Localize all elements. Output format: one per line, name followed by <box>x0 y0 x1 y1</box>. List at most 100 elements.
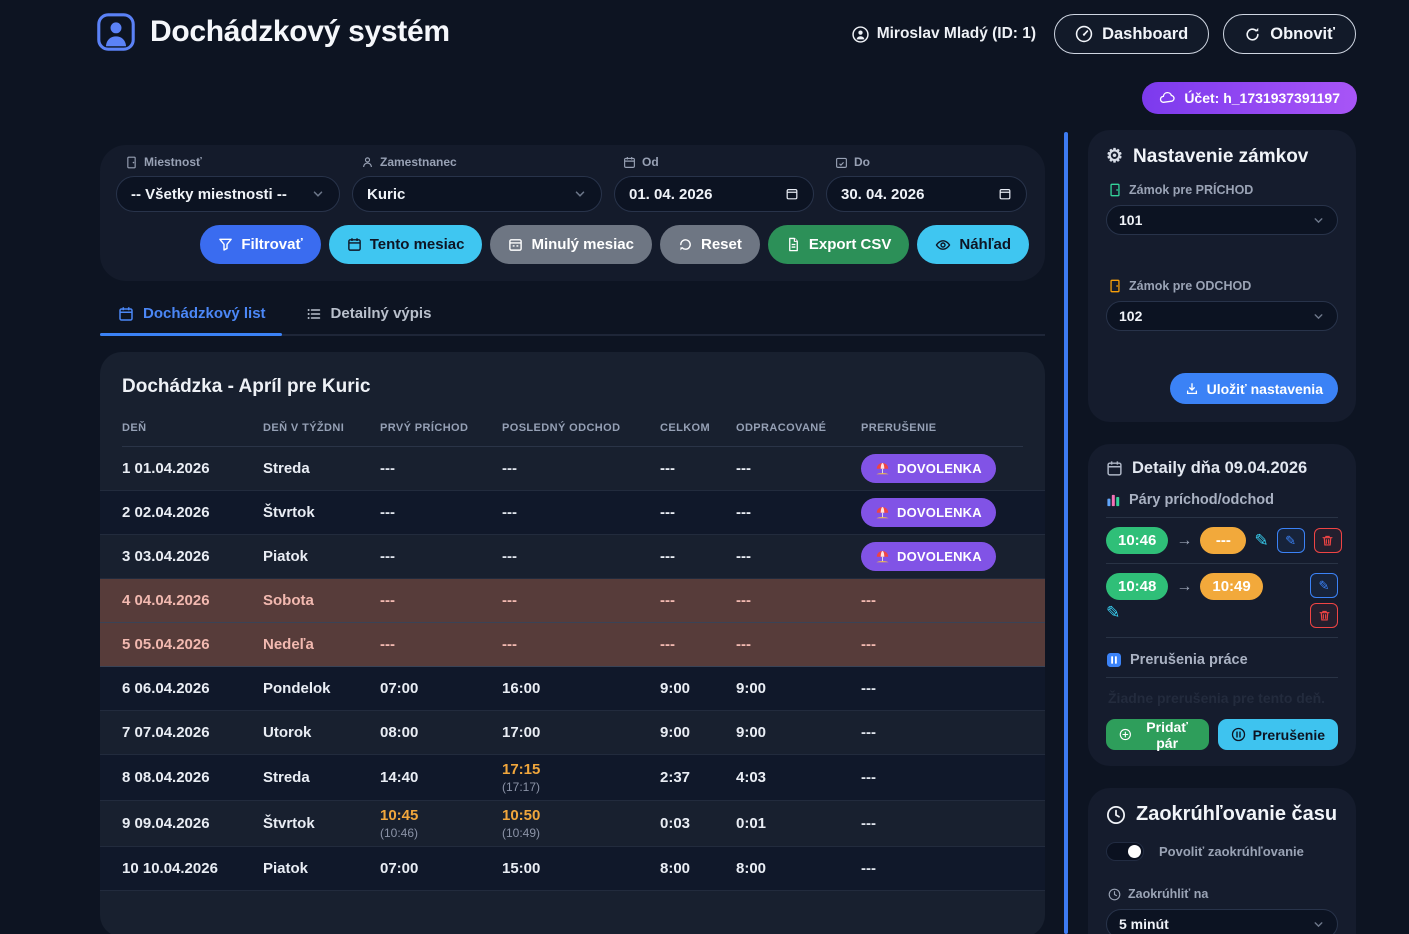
dashboard-button[interactable]: Dashboard <box>1054 14 1210 54</box>
round-to-select[interactable]: 5 minút <box>1106 909 1338 934</box>
last-month-button[interactable]: Minulý mesiac <box>490 225 652 264</box>
arrival-lock-select[interactable]: 101 <box>1106 205 1338 235</box>
edit-pair-button[interactable]: ✎ <box>1276 528 1305 553</box>
table-row[interactable]: 1 01.04.2026 Streda --- --- --- --- DOVOLENKA <box>100 447 1045 491</box>
table-row[interactable]: 5 05.04.2026 Nedeľa --- --- --- --- --- <box>100 623 1045 667</box>
cell-total: 0:03 <box>660 815 691 832</box>
cell-total: --- <box>660 636 675 653</box>
cell-first-arrival: --- <box>380 460 395 477</box>
cell-day: 7 07.04.2026 <box>122 724 210 741</box>
table-row[interactable]: 6 06.04.2026 Pondelok 07:00 16:00 9:00 9:00 --… <box>100 667 1045 711</box>
delete-pair-button[interactable] <box>1313 528 1342 553</box>
interruptions-heading: Prerušenia práce <box>1130 652 1248 668</box>
this-month-button[interactable]: Tento mesiac <box>328 225 483 264</box>
departure-lock-label: Zámok pre ODCHOD <box>1129 279 1252 293</box>
table-row[interactable]: 7 07.04.2026 Utorok 08:00 17:00 9:00 9:00 --- <box>100 711 1045 755</box>
cell-weekday: Štvrtok <box>263 504 315 521</box>
tab-detailed-log[interactable]: Detailný výpis <box>304 295 434 334</box>
interruption-button-label: Prerušenie <box>1252 726 1325 743</box>
cell-first-arrival: 07:00 <box>380 860 419 877</box>
cell-last-departure: --- <box>502 548 517 565</box>
gauge-icon <box>1075 25 1093 43</box>
round-to-value: 5 minút <box>1119 916 1169 932</box>
cell-worked: 9:00 <box>736 724 767 741</box>
day-details-title: Detaily dňa 09.04.2026 <box>1132 459 1308 477</box>
table-row[interactable]: 3 03.04.2026 Piatok --- --- --- --- DOVOLENKA <box>100 535 1045 579</box>
reset-button[interactable]: Reset <box>660 225 760 264</box>
cell-weekday: Piatok <box>263 548 309 565</box>
table-row[interactable]: 10 10.04.2026 Piatok 07:00 15:00 8:00 8:00 --- <box>100 847 1045 891</box>
clock-icon <box>1107 805 1125 824</box>
cell-first-arrival: 14:40 <box>380 769 419 786</box>
from-date-group: Od 01. 04. 2026 <box>614 155 814 212</box>
door-orange-icon <box>1110 279 1120 293</box>
departure-lock-select[interactable]: 102 <box>1106 301 1338 331</box>
cell-worked: 8:00 <box>736 860 767 877</box>
vacation-badge: DOVOLENKA <box>861 454 996 483</box>
employee-select[interactable]: Kuric <box>352 176 602 212</box>
arrival-lock-value: 101 <box>1119 212 1143 228</box>
pause-icon <box>1107 653 1121 667</box>
from-date-label: Od <box>642 155 659 169</box>
attendance-rows: 1 01.04.2026 Streda --- --- --- --- DOVOLENKA 2… <box>100 447 1045 891</box>
filter-button[interactable]: Filtrovať <box>200 225 321 264</box>
room-select[interactable]: -- Všetky miestnosti -- <box>116 176 340 212</box>
tab-attendance-list[interactable]: Dochádzkový list <box>100 295 282 336</box>
attendance-title: Dochádzka - Apríl pre Kuric <box>122 376 371 397</box>
attendance-card: Dochádzka - Apríl pre Kuric DEŇ DEŇ V TÝŽ… <box>100 352 1045 934</box>
beach-umbrella-icon <box>876 550 889 563</box>
cell-day: 8 08.04.2026 <box>122 769 210 786</box>
to-date-input[interactable]: 30. 04. 2026 <box>826 176 1027 212</box>
day-details-panel: Detaily dňa 09.04.2026 Páry príchod/odch… <box>1088 444 1356 766</box>
from-date-value: 01. 04. 2026 <box>629 185 713 203</box>
table-row[interactable]: 4 04.04.2026 Sobota --- --- --- --- --- <box>100 579 1045 623</box>
page-title: Dochádzkový systém <box>150 15 450 48</box>
employee-select-value: Kuric <box>367 185 406 203</box>
from-date-input[interactable]: 01. 04. 2026 <box>614 176 814 212</box>
add-pair-label: Pridať pár <box>1146 718 1189 751</box>
this-month-button-label: Tento mesiac <box>369 236 465 253</box>
interruption-button[interactable]: Prerušenie <box>1217 719 1338 750</box>
account-badge[interactable]: Účet: h_1731937391197 <box>1142 82 1357 114</box>
chevron-down-icon <box>1314 217 1323 223</box>
cell-day: 6 06.04.2026 <box>122 680 210 697</box>
cell-day: 5 05.04.2026 <box>122 636 210 653</box>
arrival-lock-label: Zámok pre PRÍCHOD <box>1129 183 1254 197</box>
plus-circle-icon <box>1119 728 1131 741</box>
trash-icon <box>1322 535 1333 546</box>
cell-interruption: --- <box>861 769 876 786</box>
cell-interruption: --- <box>861 860 876 877</box>
edit-pair-button[interactable]: ✎ <box>1310 573 1338 598</box>
table-row[interactable]: 9 09.04.2026 Štvrtok 10:45 (10:46) 10:50 (10:… <box>100 801 1045 847</box>
cell-day: 1 01.04.2026 <box>122 460 210 477</box>
add-pair-button[interactable]: Pridať pár <box>1106 718 1209 751</box>
calendar-icon <box>347 238 361 251</box>
content-divider <box>1064 132 1068 934</box>
preview-button[interactable]: Náhľad <box>917 225 1029 264</box>
column-header: DEŇ V TÝŽDNI <box>263 422 345 434</box>
delete-pair-button[interactable] <box>1310 603 1338 628</box>
save-settings-button[interactable]: Uložiť nastavenia <box>1169 373 1338 404</box>
chevron-down-icon <box>313 191 323 197</box>
bar-chart-icon <box>1107 494 1120 506</box>
cell-interruption: --- <box>861 724 876 741</box>
list-icon <box>307 308 320 319</box>
cell-interruption: --- <box>861 592 876 609</box>
time-rounding-panel: Zaokrúhľovanie času Povoliť zaokrúhľovan… <box>1088 788 1356 934</box>
attendance-table-header: DEŇ DEŇ V TÝŽDNI PRVÝ PRÍCHOD POSLEDNÝ ODCH… <box>122 418 1023 447</box>
column-header: PRERUŠENIE <box>861 422 937 434</box>
table-row[interactable]: 2 02.04.2026 Štvrtok --- --- --- --- DOVOLENKA <box>100 491 1045 535</box>
calendar-icon <box>509 239 523 251</box>
room-select-value: -- Všetky miestnosti -- <box>131 185 287 203</box>
enable-rounding-toggle[interactable] <box>1106 842 1144 861</box>
refresh-button[interactable]: Obnoviť <box>1223 14 1356 54</box>
cell-weekday: Streda <box>263 460 310 477</box>
employee-field-group: Zamestnanec Kuric <box>352 155 602 212</box>
beach-umbrella-icon <box>876 462 889 475</box>
cell-total: --- <box>660 460 675 477</box>
cell-total: 2:37 <box>660 769 691 786</box>
table-row[interactable]: 8 08.04.2026 Streda 14:40 17:15 (17:17) 2:37 4… <box>100 755 1045 801</box>
pause-circle-icon <box>1231 727 1245 742</box>
locks-panel-title: Nastavenie zámkov <box>1133 145 1309 167</box>
export-csv-button[interactable]: Export CSV <box>767 225 910 264</box>
